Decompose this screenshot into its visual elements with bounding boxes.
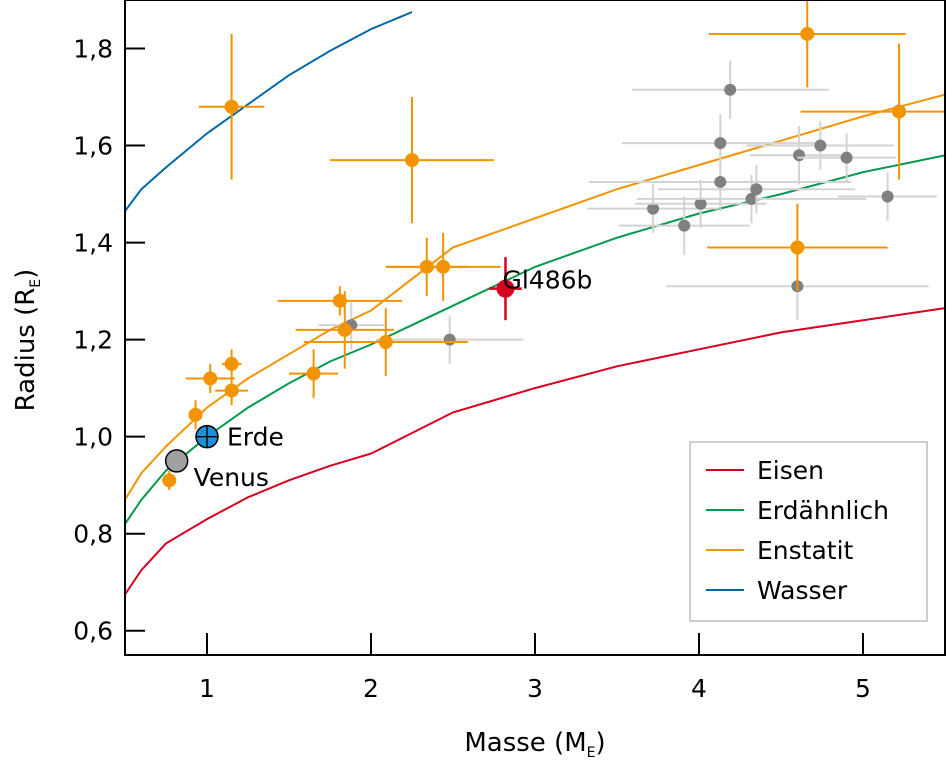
y-tick-label-1.8: 1,8	[73, 35, 113, 64]
bg-point-12	[746, 121, 895, 170]
bg-point-marker	[750, 183, 763, 196]
point-gl486b-label: Gl486b	[502, 266, 592, 295]
legend-box	[689, 441, 928, 622]
hl-point-5	[707, 203, 888, 292]
point-erde: Erde	[195, 423, 284, 452]
hl-point-marker	[337, 322, 352, 337]
hl-point-2	[330, 97, 494, 224]
x-tick-label-4: 4	[691, 674, 707, 703]
hl-point-marker	[378, 335, 393, 350]
hl-point-marker	[188, 407, 203, 422]
hl-point-12	[185, 363, 235, 393]
hl-point-marker	[436, 259, 451, 274]
bg-point-13	[797, 133, 896, 182]
hl-point-14	[215, 376, 248, 406]
x-axis-title-sub: E	[587, 745, 596, 761]
hl-point-marker	[224, 99, 239, 114]
point-venus-marker	[164, 449, 189, 473]
bg-point-marker	[724, 83, 737, 96]
y-tick-label-1.2: 1,2	[73, 326, 113, 355]
point-venus-label: Venus	[194, 463, 269, 492]
x-tick-label-5: 5	[855, 674, 871, 703]
y-tick-label-1.6: 1,6	[73, 132, 113, 161]
curve-1	[125, 307, 945, 595]
bg-point-8	[631, 60, 829, 119]
hl-point-marker	[224, 356, 239, 371]
hl-point-15	[188, 400, 203, 430]
hl-point-8	[277, 286, 403, 316]
bg-point-4	[618, 196, 750, 255]
y-axis-title-main: Radius (R	[11, 288, 41, 412]
hl-point-marker	[332, 293, 347, 308]
hl-point-marker	[790, 240, 805, 255]
legend-label-4: Wasser	[757, 576, 848, 605]
x-tick-label-3: 3	[527, 674, 543, 703]
point-erde-label: Erde	[227, 423, 284, 452]
bg-point-11	[749, 126, 849, 185]
bg-point-7	[589, 152, 852, 212]
legend-label-3: Enstatit	[757, 536, 854, 565]
x-tick-label-2: 2	[363, 674, 379, 703]
x-axis-title-main: Masse (M	[464, 728, 586, 758]
hl-point-marker	[224, 383, 239, 398]
curve-3	[125, 93, 945, 501]
hl-point-marker	[203, 371, 218, 386]
hl-point-marker	[306, 366, 321, 381]
point-venus: Venus	[164, 449, 269, 492]
hl-point-marker	[405, 153, 419, 168]
bg-point-marker	[881, 190, 894, 203]
hl-point-3	[708, 0, 906, 88]
y-tick-label-0.6: 0,6	[73, 617, 113, 646]
bg-point-14	[838, 172, 937, 221]
x-axis-title-close: )	[596, 728, 606, 758]
hl-point-7	[385, 232, 501, 301]
bg-point-marker	[714, 137, 727, 150]
point-gl486b-marker	[496, 279, 515, 298]
bg-point-5	[635, 179, 767, 229]
bg-point-marker	[714, 175, 727, 188]
bg-point-marker	[745, 192, 758, 205]
curve-4	[125, 11, 413, 212]
bg-point-9	[636, 174, 867, 224]
hl-point-16	[162, 470, 177, 491]
bg-point-2	[375, 315, 524, 364]
hl-point-marker	[892, 104, 907, 119]
point-gl486b: Gl486b	[489, 257, 592, 321]
bg-point-marker	[443, 333, 456, 346]
legend-label-1: Eisen	[757, 456, 824, 485]
y-axis-title-sub: E	[28, 279, 44, 288]
legend-label-2: Erdähnlich	[757, 496, 889, 525]
bg-point-marker	[840, 151, 853, 164]
bg-point-marker	[814, 139, 827, 152]
x-tick-label-1: 1	[199, 674, 215, 703]
hl-point-10	[303, 308, 468, 377]
hl-point-4	[800, 43, 945, 180]
hl-point-13	[221, 349, 242, 379]
y-axis-title-close: )	[11, 269, 41, 279]
y-axis-title: Radius (RE)	[11, 269, 44, 412]
hl-point-1	[198, 33, 265, 180]
bg-point-marker	[678, 219, 691, 232]
bg-point-10	[658, 164, 855, 214]
bg-point-marker	[793, 149, 806, 162]
x-axis-title: Masse (ME)	[464, 728, 605, 761]
bg-point-marker	[647, 202, 660, 215]
hl-point-9	[295, 291, 394, 369]
y-tick-label-1.4: 1,4	[73, 229, 113, 258]
hl-point-11	[289, 349, 339, 398]
hl-point-marker	[162, 473, 177, 488]
bg-point-marker	[694, 197, 707, 210]
y-tick-label-0.8: 0,8	[73, 520, 113, 549]
hl-point-marker	[800, 26, 815, 41]
y-tick-label-1: 1,0	[73, 423, 113, 452]
